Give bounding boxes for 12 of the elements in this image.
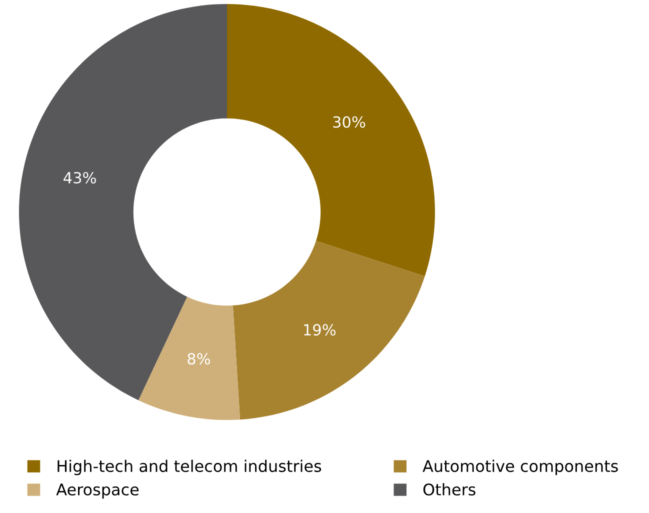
donut-slice bbox=[227, 4, 435, 276]
data-label: 30% bbox=[333, 116, 366, 128]
legend-label: High-tech and telecom industries bbox=[58, 460, 322, 476]
legend-label: Others bbox=[423, 483, 476, 496]
data-label: 43% bbox=[64, 172, 96, 184]
legend-label: Aerospace bbox=[56, 484, 139, 499]
data-label: 19% bbox=[304, 324, 336, 336]
legend-label: Automotive components bbox=[422, 460, 618, 476]
data-label: 8% bbox=[188, 353, 210, 365]
donut-slice bbox=[138, 296, 240, 420]
donut-slice bbox=[19, 4, 227, 400]
donut-slice bbox=[232, 240, 425, 420]
